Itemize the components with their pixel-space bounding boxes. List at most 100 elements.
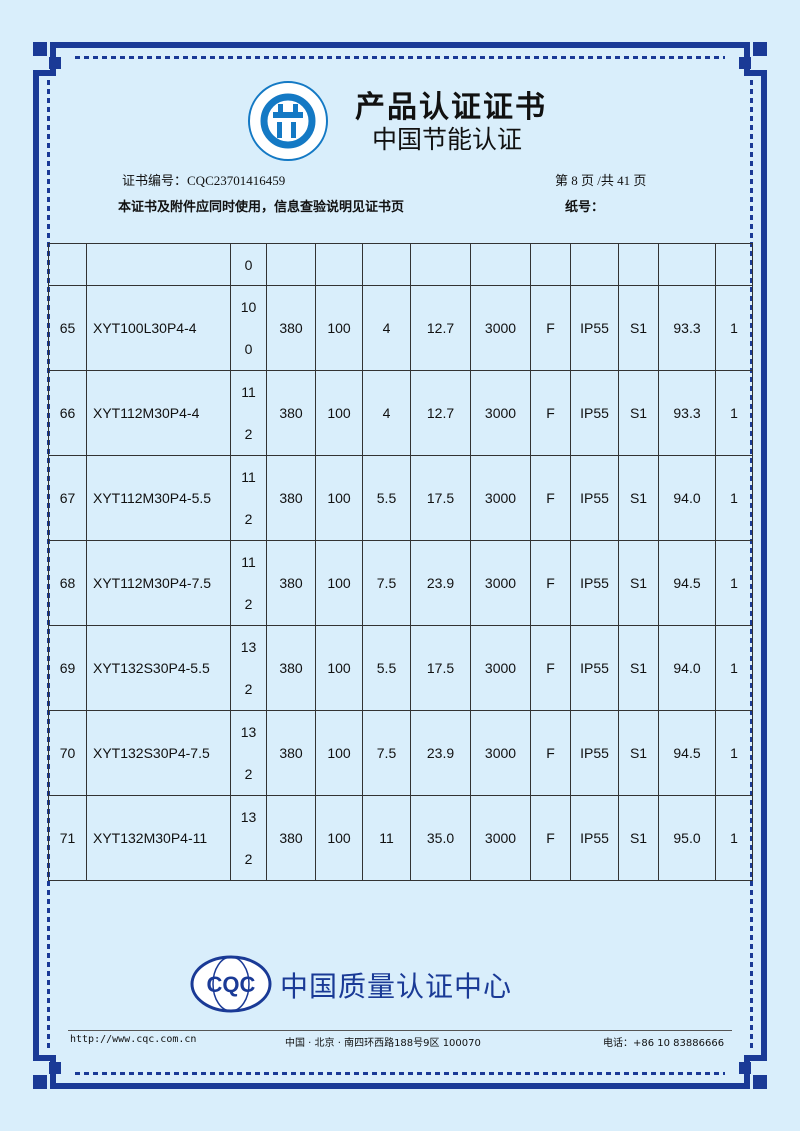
cell: 3000: [470, 795, 531, 881]
frame-corner: [744, 1055, 767, 1061]
cell: 5.5: [362, 455, 411, 541]
cell: XYT132S30P4-5.5: [86, 625, 231, 711]
corner-square: [739, 1062, 751, 1074]
cell: 11: [362, 795, 411, 881]
cell: IP55: [570, 625, 619, 711]
table-row: 68 XYT112M30P4-7.5 11 2 380 100 7.5 23.9 3000 F IP…: [48, 540, 753, 626]
divider: [68, 1030, 732, 1031]
cell: 1: [715, 625, 753, 711]
cell: F: [530, 795, 571, 881]
table-row: 69 XYT132S30P4-5.5 13 2 380 100 5.5 17.5 3000 F IP…: [48, 625, 753, 711]
table-row: 67 XYT112M30P4-5.5 11 2 380 100 5.5 17.5 3000 F IP…: [48, 455, 753, 541]
page-info: 第 8 页 /共 41 页: [555, 173, 647, 188]
cell: 66: [48, 370, 87, 456]
cell: 100: [315, 795, 363, 881]
cell: S1: [618, 625, 659, 711]
cell: XYT112M30P4-7.5: [86, 540, 231, 626]
cell: 5.5: [362, 625, 411, 711]
cell: 7.5: [362, 710, 411, 796]
cell: 3000: [470, 455, 531, 541]
corner-square: [49, 57, 61, 69]
cell: 35.0: [410, 795, 471, 881]
cell: S1: [618, 795, 659, 881]
cell: 380: [266, 795, 316, 881]
cell: IP55: [570, 540, 619, 626]
cell: IP55: [570, 455, 619, 541]
cell: XYT112M30P4-4: [86, 370, 231, 456]
cell: 71: [48, 795, 87, 881]
svg-text:CQC: CQC: [207, 972, 256, 997]
cell: 68: [48, 540, 87, 626]
table-row: 66 XYT112M30P4-4 11 2 380 100 4 12.7 3000 F IP55 S1…: [48, 370, 753, 456]
cell: F: [530, 455, 571, 541]
cell: 7.5: [362, 540, 411, 626]
cell-power-frame: 10 0: [230, 285, 267, 371]
cell: 380: [266, 370, 316, 456]
cell: IP55: [570, 370, 619, 456]
address: 中国 · 北京 · 南四环西路188号9区 100070: [285, 1038, 481, 1049]
cell: 4: [362, 370, 411, 456]
cell-power-frame: 11 2: [230, 370, 267, 456]
cell: XYT132M30P4-11: [86, 795, 231, 881]
cell: F: [530, 540, 571, 626]
corner-square: [33, 1075, 47, 1089]
frame-corner: [33, 1055, 56, 1061]
cell: F: [530, 285, 571, 371]
cell: 100: [315, 455, 363, 541]
table-row: 0: [48, 243, 753, 286]
cell: 380: [266, 710, 316, 796]
cell: 4: [362, 285, 411, 371]
phone: 电话：+86 10 83886666: [603, 1038, 725, 1049]
cell-power-frame: 11 2: [230, 540, 267, 626]
dotted-border: [75, 1072, 725, 1075]
cell: 23.9: [410, 710, 471, 796]
frame-corner: [33, 70, 56, 76]
frame: [33, 75, 39, 1056]
cell: 3000: [470, 625, 531, 711]
cell: 0: [230, 243, 267, 286]
product-table: 0 65 XYT100L30P4-4 10 0 380 100 4 12.7 3000 F IP55…: [48, 243, 753, 881]
cell-power-frame: 13 2: [230, 710, 267, 796]
cell: IP55: [570, 710, 619, 796]
cell: IP55: [570, 795, 619, 881]
cell: 100: [315, 710, 363, 796]
cell: 3000: [470, 285, 531, 371]
cell: 12.7: [410, 285, 471, 371]
cell: 94.0: [658, 455, 716, 541]
cell: 94.5: [658, 710, 716, 796]
website-link[interactable]: http://www.cqc.com.cn: [70, 1034, 197, 1045]
cell: F: [530, 710, 571, 796]
org-name: 中国质量认证中心: [280, 970, 513, 1003]
cell: 70: [48, 710, 87, 796]
table-row: 71 XYT132M30P4-11 13 2 380 100 11 35.0 3000 F IP55…: [48, 795, 753, 881]
cell: S1: [618, 540, 659, 626]
energy-conservation-logo: [248, 81, 328, 161]
corner-square: [753, 1075, 767, 1089]
cell: IP55: [570, 285, 619, 371]
cell: 1: [715, 455, 753, 541]
cell: 380: [266, 285, 316, 371]
cell: 1: [715, 795, 753, 881]
table-row: 70 XYT132S30P4-7.5 13 2 380 100 7.5 23.9 3000 F IP…: [48, 710, 753, 796]
cell: 3000: [470, 540, 531, 626]
frame-corner: [744, 70, 767, 76]
cell: F: [530, 625, 571, 711]
corner-square: [33, 42, 47, 56]
frame: [50, 1083, 750, 1089]
cell: 100: [315, 540, 363, 626]
cell: 67: [48, 455, 87, 541]
cell: XYT112M30P4-5.5: [86, 455, 231, 541]
cell: 17.5: [410, 455, 471, 541]
cell: 94.5: [658, 540, 716, 626]
cell: 380: [266, 625, 316, 711]
corner-square: [753, 42, 767, 56]
cell: 380: [266, 455, 316, 541]
cell: 17.5: [410, 625, 471, 711]
cell-power-frame: 13 2: [230, 625, 267, 711]
cell: S1: [618, 455, 659, 541]
cert-no: CQC23701416459: [187, 173, 286, 188]
corner-square: [49, 1062, 61, 1074]
cell-power-frame: 13 2: [230, 795, 267, 881]
frame: [50, 42, 750, 48]
page-title: 产品认证证书: [355, 90, 547, 125]
